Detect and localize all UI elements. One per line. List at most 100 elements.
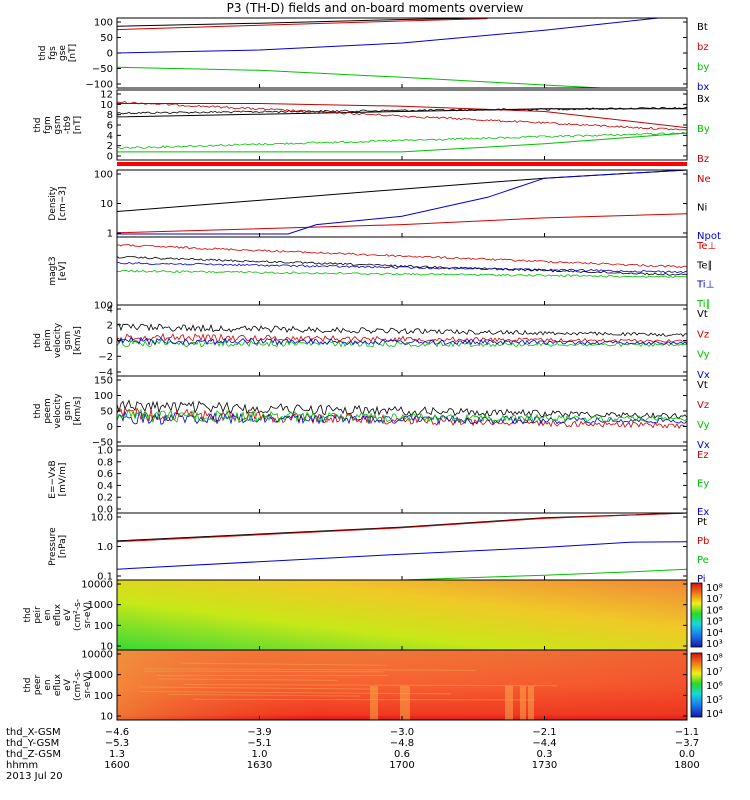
y-tick-label: 10 [100,199,113,210]
footer-row-label: hhmm [6,760,39,771]
footer-row-label: thd_X-GSM [6,727,61,738]
series-bz-line [116,18,488,31]
y-axis-label: en [43,609,53,620]
y-axis-label: peir [33,606,43,624]
series-by-line [117,132,688,153]
y-tick-label: 1.0 [97,542,113,553]
y-tick-label: 50 [100,33,113,44]
y-tick-label: 100 [94,391,113,402]
y-axis-label: (cm²-s- [73,599,83,631]
colorbar-label: 10⁷ [706,594,723,605]
footer-value: 1630 [246,760,273,771]
y-axis-label: magt3 [48,256,58,285]
series-trace [117,131,688,150]
colorbar [690,582,703,648]
series-pb-line [116,512,688,543]
panel-peim_velocity: 4 2 0 −2 −4 thd peim velocity gsm [km/s] Vt Vz Vy Vx [33,304,710,381]
footer-value: −5.1 [247,738,272,749]
y-axis-label: gsm [63,401,73,420]
footer-row-label: thd_Z-GSM [6,749,61,760]
series-ne-line [116,213,688,234]
y-tick-label: 0.1 [97,572,113,583]
y-tick-label: −50 [92,64,113,75]
y-axis-label: sr-eV) [83,672,93,698]
panel-frame [116,512,688,581]
spectrogram-streak [138,686,377,690]
series-pt-line [116,512,688,542]
y-tick-label: 1.0 [97,446,113,457]
series-trace [116,410,688,426]
series-bz-line [117,103,688,129]
spectrogram-gap [528,686,534,720]
y-tick-label: 0.2 [97,493,113,504]
y-tick-label: 100 [94,301,113,312]
legend-ey: Ey [697,479,709,490]
colorbar-label: 10⁶ [706,605,723,616]
panel-frame [116,445,688,514]
series-npot-line [117,169,688,235]
y-axis-label: [cm−3] [58,186,68,220]
legend-by: By [697,124,710,135]
y-tick-label: −100 [86,80,113,91]
spectrogram-streak [168,693,360,697]
y-axis-label: velocity [53,322,63,358]
legend-vx: Vx [697,440,710,451]
y-tick-label: 1 [107,229,113,240]
footer-value: 0.0 [679,749,695,760]
y-axis-label: thd [33,118,43,133]
footer-value: −4.4 [532,738,557,749]
series-trace [117,261,688,274]
y-tick-label: 0.0 [97,505,113,516]
series-pi-line [116,541,688,570]
series-trace [116,408,688,424]
y-axis-label: en [43,679,53,690]
spectrogram-streak [144,670,385,673]
y-axis-label: eflux [53,603,63,626]
legend-vt: Vt [697,380,708,391]
y-tick-label: 10 [100,100,113,111]
y-tick-label: −4 [98,368,113,379]
spectrogram-gap [505,686,513,720]
y-axis-label: peim [43,329,53,352]
y-axis-label: fgm [43,116,53,134]
series-trace [116,336,688,346]
colorbar-label: 10⁷ [706,667,723,678]
footer-value: 1600 [104,760,130,771]
y-axis-label: [mV/m] [58,463,68,497]
y-tick-label: 10.0 [91,513,113,524]
series-bx-line [116,17,659,54]
series-bt-line [116,17,488,27]
legend-ti⊥: Ti⊥ [696,280,714,291]
footer-value: 1.0 [251,749,268,760]
y-axis-label: [nT] [73,116,83,134]
y-tick-label: 50 [100,407,113,418]
y-axis-label: velocity [53,393,63,429]
y-axis-label: eflux [53,673,63,696]
footer-value: −1.1 [674,727,700,738]
footer-value: −5.3 [104,738,130,749]
y-tick-label: 2 [107,320,113,331]
spectrogram-gap [400,686,410,720]
y-tick-label: 100 [94,18,113,29]
footer-row-label: 2013 Jul 20 [6,771,63,782]
footer-row-label: thd_Y-GSM [6,738,60,749]
y-axis-label: [eV] [58,262,68,281]
y-axis-label: Pressure [48,527,58,566]
y-axis-label: thd [23,678,33,693]
series-trace [116,106,688,115]
y-tick-label: 4 [107,305,113,316]
legend-bt: Bt [697,22,708,33]
series-trace [116,332,688,343]
colorbar-label: 10⁶ [706,681,723,692]
series-ni-line [116,169,688,212]
y-tick-label: 8 [107,110,113,121]
y-axis-label: (cm²-s- [73,669,83,701]
y-axis-label: fgs [48,46,58,60]
panel-frame [116,169,688,238]
y-tick-label: 4 [107,131,113,142]
y-axis-label: thd [38,46,48,61]
y-axis-label: eV [63,678,73,691]
spectrogram-streak [193,698,535,701]
spectrogram-gap [370,686,378,720]
